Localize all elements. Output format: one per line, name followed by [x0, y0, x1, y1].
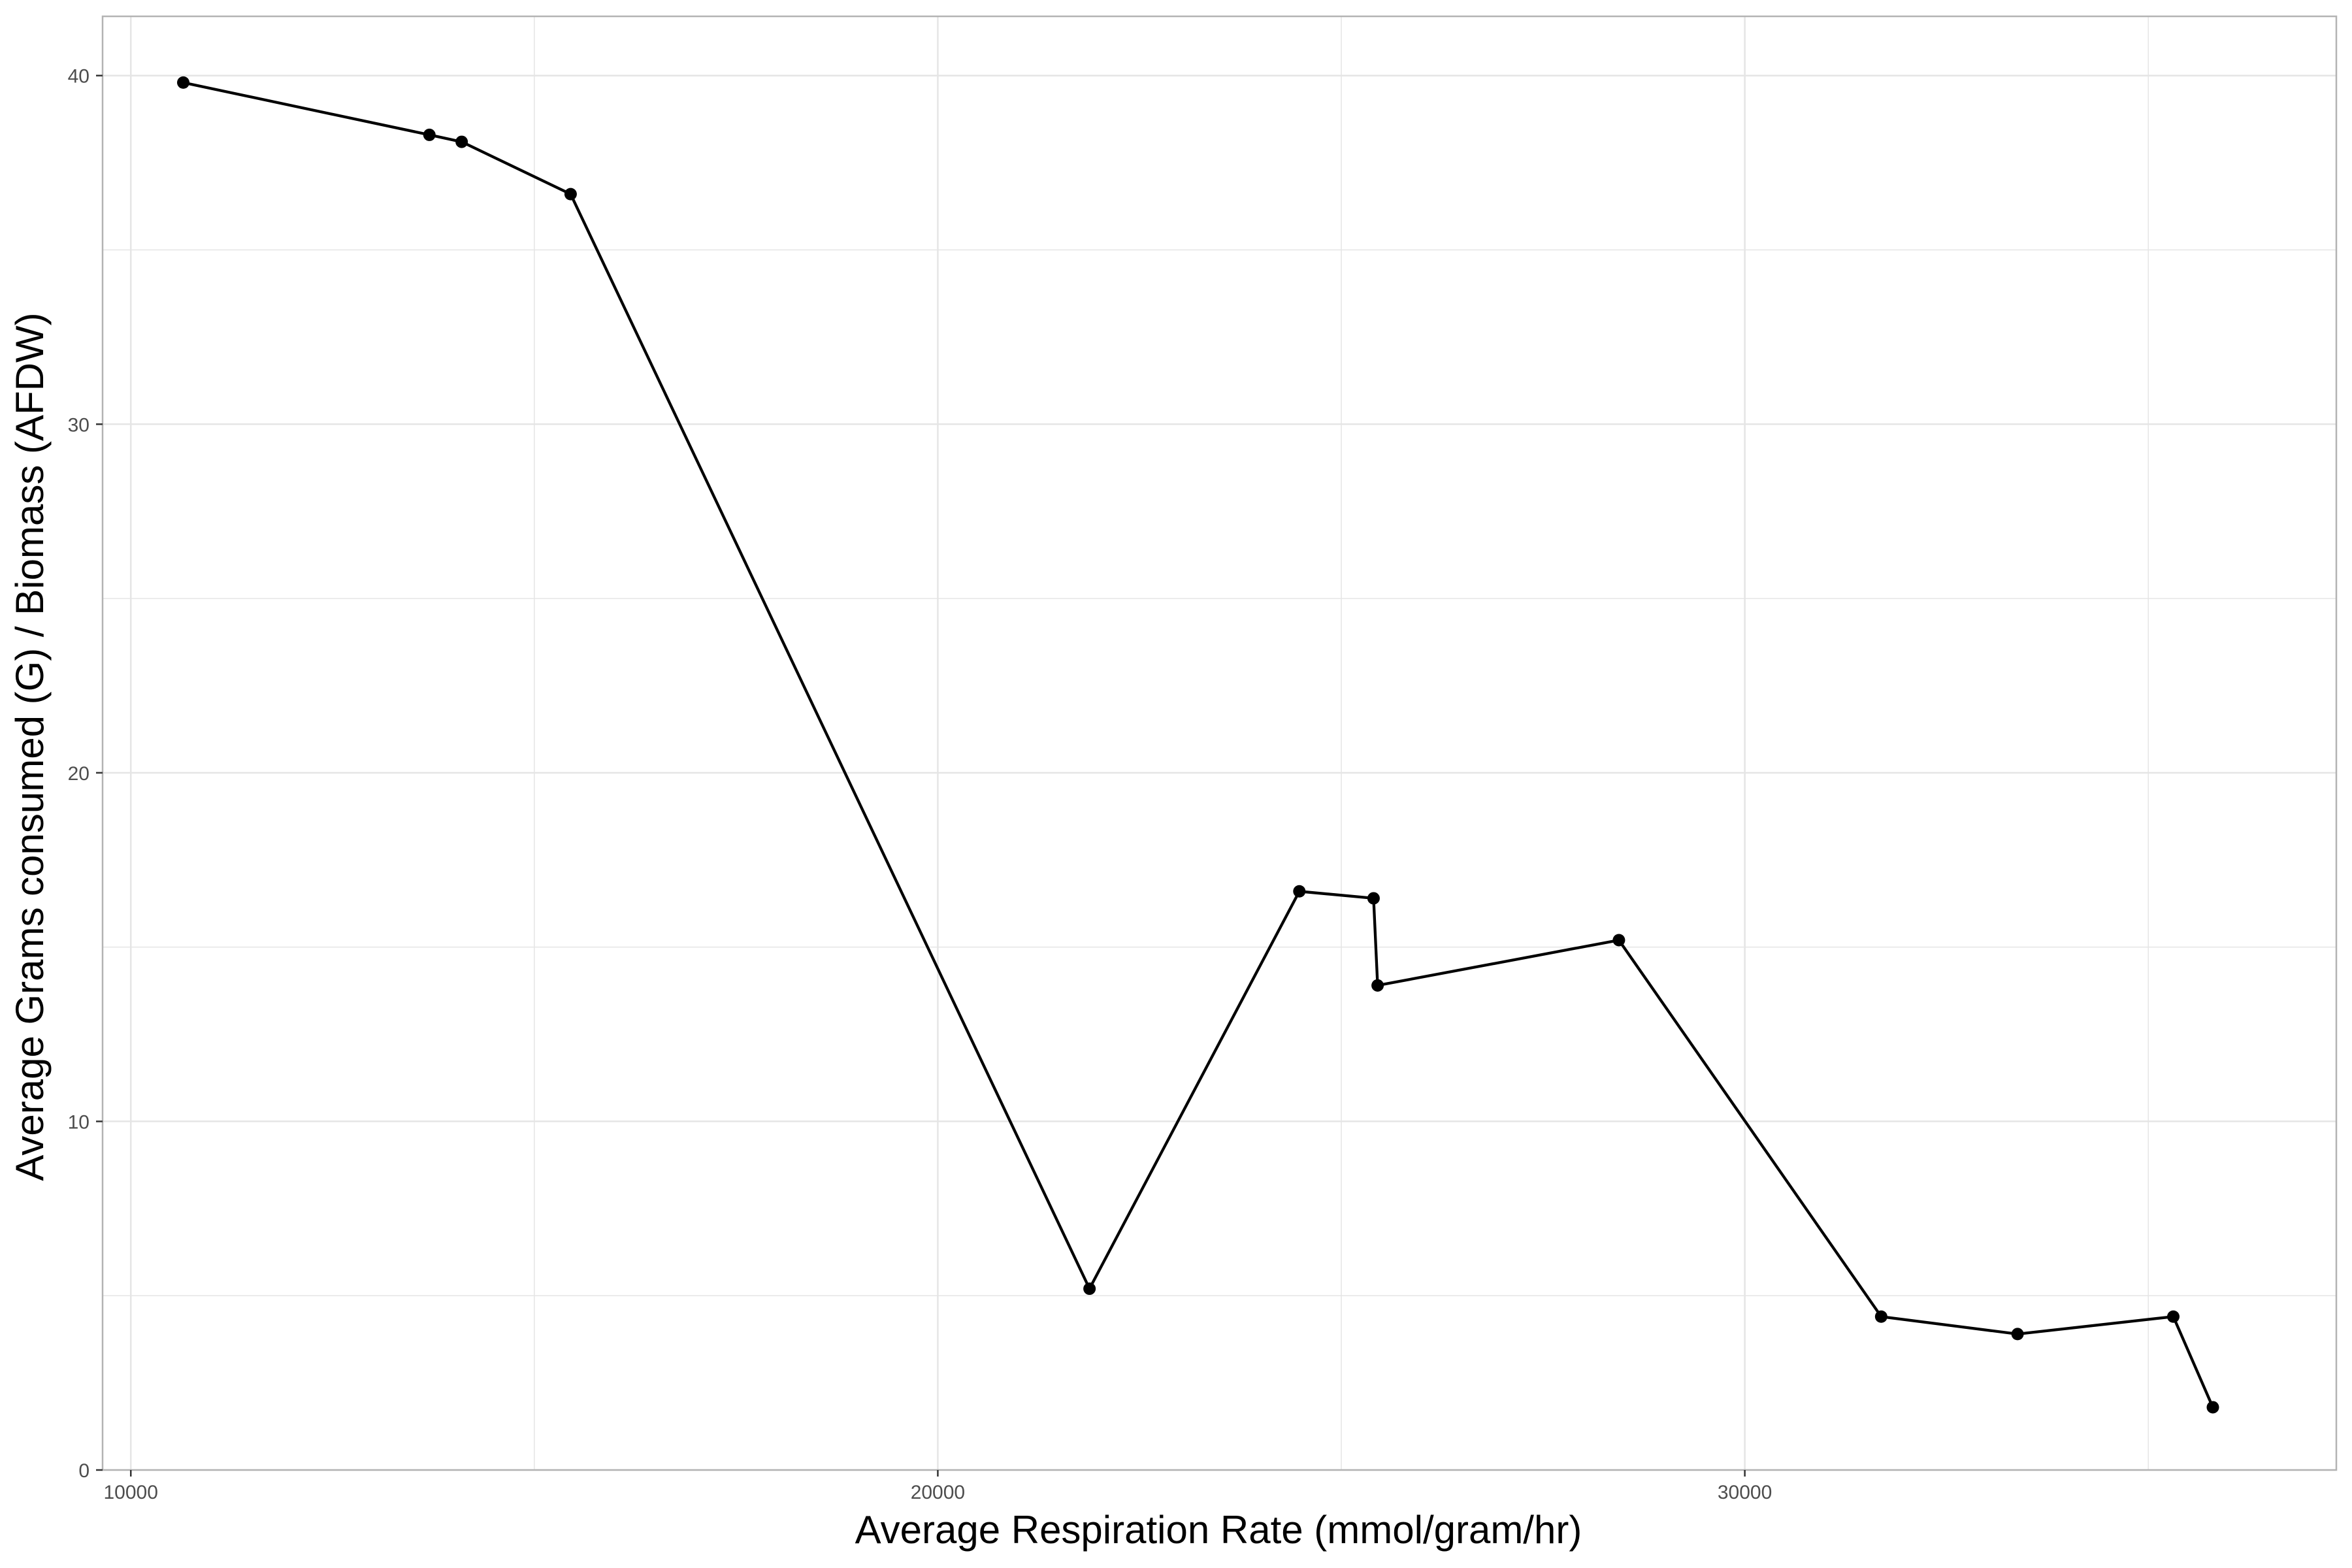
y-tick-label: 0 [78, 1460, 90, 1482]
x-axis-ticks: 10000 20000 30000 [104, 1470, 1772, 1503]
minor-gridlines [103, 16, 2336, 1470]
data-point [1612, 934, 1625, 947]
x-tick-label: 10000 [104, 1482, 158, 1503]
x-tick-label: 20000 [911, 1482, 965, 1503]
data-point [2011, 1328, 2024, 1341]
data-point [177, 76, 190, 89]
y-axis-title: Average Grams consumed (G) / Biomass (AF… [8, 312, 52, 1181]
data-point [564, 188, 577, 201]
data-point [1083, 1282, 1096, 1296]
data-point [1367, 892, 1380, 905]
y-axis-ticks: 0 10 20 30 40 [68, 66, 103, 1482]
panel-border [101, 15, 2338, 1471]
data-point [2166, 1310, 2180, 1323]
y-tick-label: 20 [68, 763, 90, 785]
y-tick-label: 40 [68, 66, 90, 88]
data-point [423, 128, 436, 141]
x-axis-title: Average Respiration Rate (mmol/gram/hr) [855, 1508, 1582, 1552]
data-point [1371, 979, 1384, 992]
data-point [455, 135, 468, 148]
series-layer [177, 76, 2219, 1414]
y-tick-label: 30 [68, 414, 90, 436]
x-tick-label: 30000 [1718, 1482, 1772, 1503]
data-point [1874, 1310, 1887, 1323]
y-tick-label: 10 [68, 1111, 90, 1133]
data-point [2206, 1401, 2219, 1414]
data-point [1293, 885, 1306, 898]
